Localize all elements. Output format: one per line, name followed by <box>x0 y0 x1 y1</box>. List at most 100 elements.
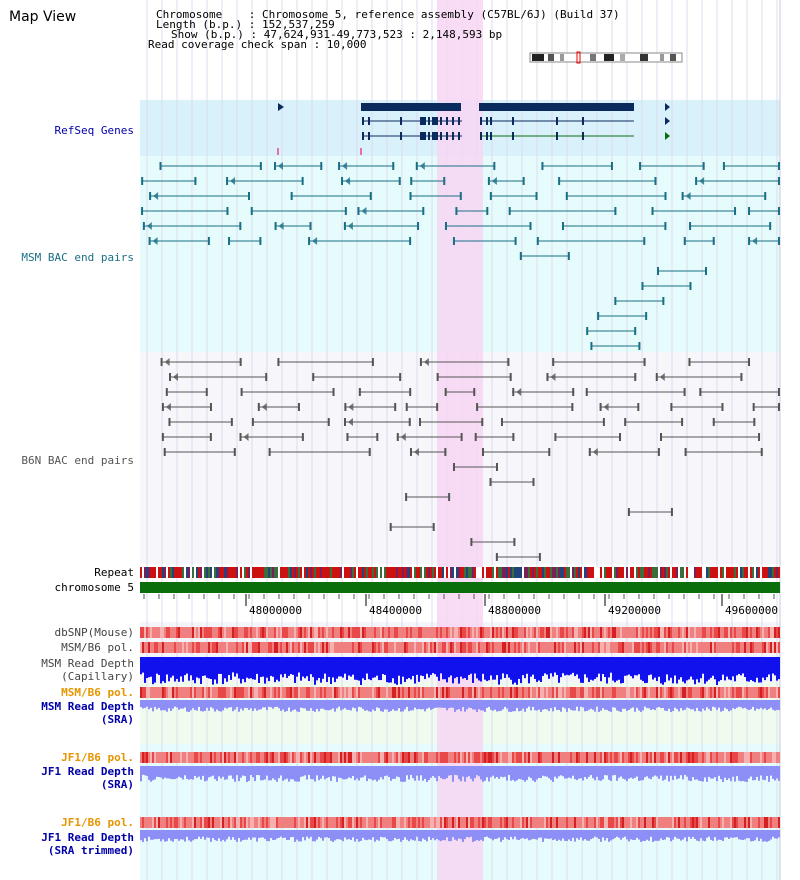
msm-b6-pol-cell <box>674 642 676 653</box>
dbsnp-cell <box>556 627 558 638</box>
msm-sra-depth-bar <box>336 700 338 709</box>
jf1-depth-bar <box>414 766 416 781</box>
msm-depth-bar <box>690 657 692 677</box>
b6n-pair-end <box>585 388 588 396</box>
msm-b6-pol-sra-cell <box>668 687 670 698</box>
msm-b6-pol-cell <box>612 642 614 653</box>
msm-b6-pol-cell <box>186 642 188 653</box>
jf1-b6-pol-cell <box>428 752 430 763</box>
jf1-b6-pol-cell <box>666 752 668 763</box>
repeat-block <box>150 567 152 578</box>
jf1-trim-depth-bar <box>446 830 448 838</box>
msm-depth-bar <box>514 657 516 683</box>
msm-depth-bar <box>552 657 554 677</box>
dbsnp-cell <box>344 627 346 638</box>
msm-sra-depth-bar <box>474 700 476 710</box>
repeat-block <box>246 567 248 578</box>
dbsnp-cell <box>446 627 448 638</box>
repeat-block <box>600 567 602 578</box>
jf1-b6-pol-trim-cell <box>410 817 412 828</box>
msm-depth-bar <box>206 657 208 678</box>
jf1-depth-bar <box>488 766 490 782</box>
msm-b6-pol-cell <box>766 642 768 653</box>
msm-b6-pol-sra-cell <box>682 687 684 698</box>
msm-b6-pol-sra-cell <box>758 687 760 698</box>
jf1-depth-bar <box>708 766 710 777</box>
jf1-b6-pol-trim-cell <box>362 817 364 828</box>
msm-pair-end <box>634 327 637 335</box>
jf1-trim-depth-bar <box>526 830 528 839</box>
jf1-b6-pol-cell <box>306 752 308 763</box>
msm-sra-depth-bar <box>264 700 266 708</box>
b6n-pair-end <box>546 373 549 381</box>
msm-b6-pol-sra-cell <box>752 687 754 698</box>
jf1-trim-depth-bar <box>292 830 294 837</box>
jf1-b6-pol-trim-cell <box>690 817 692 828</box>
jf1-b6-pol-cell <box>568 752 570 763</box>
msm-b6-pol-cell <box>530 642 532 653</box>
repeat-block <box>656 567 658 578</box>
jf1-b6-pol-trim-cell <box>656 817 658 828</box>
msm-sra-depth-bar <box>506 700 508 709</box>
msm-b6-pol-sra-cell <box>228 687 230 698</box>
msm-b6-pol-cell <box>538 642 540 653</box>
jf1-depth-bar <box>502 766 504 778</box>
msm-sra-depth-bar <box>558 700 560 710</box>
repeat-block <box>190 567 192 578</box>
jf1-b6-pol-cell <box>290 752 292 763</box>
msm-depth-bar <box>354 657 356 680</box>
msm-b6-pol-cell <box>754 642 756 653</box>
b6n-pair-end <box>277 358 280 366</box>
jf1-b6-pol-trim-cell <box>566 817 568 828</box>
jf1-b6-pol-trim-cell <box>714 817 716 828</box>
msm-b6-pol-cell <box>532 642 534 653</box>
jf1-depth-bar <box>340 766 342 779</box>
msm-pair-end <box>226 177 229 185</box>
jf1-b6-pol-trim-cell <box>728 817 730 828</box>
repeat-block <box>140 567 142 578</box>
jf1-b6-pol-trim-cell <box>456 817 458 828</box>
jf1-b6-pol-cell <box>712 752 714 763</box>
msm-depth-bar <box>558 657 560 683</box>
msm-depth-bar <box>308 657 310 681</box>
jf1-b6-pol-trim-cell <box>322 817 324 828</box>
jf1-b6-pol-cell <box>572 752 574 763</box>
msm-b6-pol-cell <box>390 642 392 653</box>
jf1-depth-bar <box>354 766 356 781</box>
msm-sra-depth-bar <box>756 700 758 709</box>
jf1-depth-bar <box>140 766 142 782</box>
b6n-bac-label[interactable]: B6N BAC end pairs <box>21 454 134 467</box>
jf1-trim-depth-bar <box>380 830 382 837</box>
jf1-depth-bar <box>212 766 214 776</box>
jf1-trim-depth-bar <box>480 830 482 840</box>
jf1-depth-bar <box>282 766 284 781</box>
repeat-block <box>286 567 288 578</box>
msm-b6-pol-sra-cell <box>640 687 642 698</box>
jf1-trim-depth-bar <box>566 830 568 842</box>
refseq-genes-label[interactable]: RefSeq Genes <box>54 124 134 137</box>
jf1-depth-bar <box>274 766 276 780</box>
msm-b6-pol-sra-cell <box>712 687 714 698</box>
jf1-b6-pol-cell <box>282 752 284 763</box>
jf1-depth-bar <box>162 766 164 780</box>
jf1-depth-bar <box>556 766 558 779</box>
jf1-depth-bar <box>222 766 224 777</box>
dbsnp-cell <box>312 627 314 638</box>
msm-sra-depth-bar <box>644 700 646 707</box>
jf1-b6-pol-cell <box>252 752 254 763</box>
dbsnp-cell <box>300 627 302 638</box>
dbsnp-cell <box>234 627 236 638</box>
msm-b6-pol-cell <box>618 642 620 653</box>
jf1-b6-pol-trim-cell <box>214 817 216 828</box>
msm-b6-pol-sra-cell <box>202 687 204 698</box>
jf1-b6-pol-cell <box>450 752 452 763</box>
jf1-b6-pol-cell <box>198 752 200 763</box>
jf1-trim-depth-bar <box>720 830 722 840</box>
msm-b6-pol-cell <box>204 642 206 653</box>
msm-bac-label[interactable]: MSM BAC end pairs <box>21 251 134 264</box>
jf1-depth-bar <box>150 766 152 782</box>
dbsnp-cell <box>186 627 188 638</box>
repeat-block <box>396 567 398 578</box>
jf1-trim-depth-bar <box>200 830 202 839</box>
jf1-b6-pol-trim-cell <box>288 817 290 828</box>
